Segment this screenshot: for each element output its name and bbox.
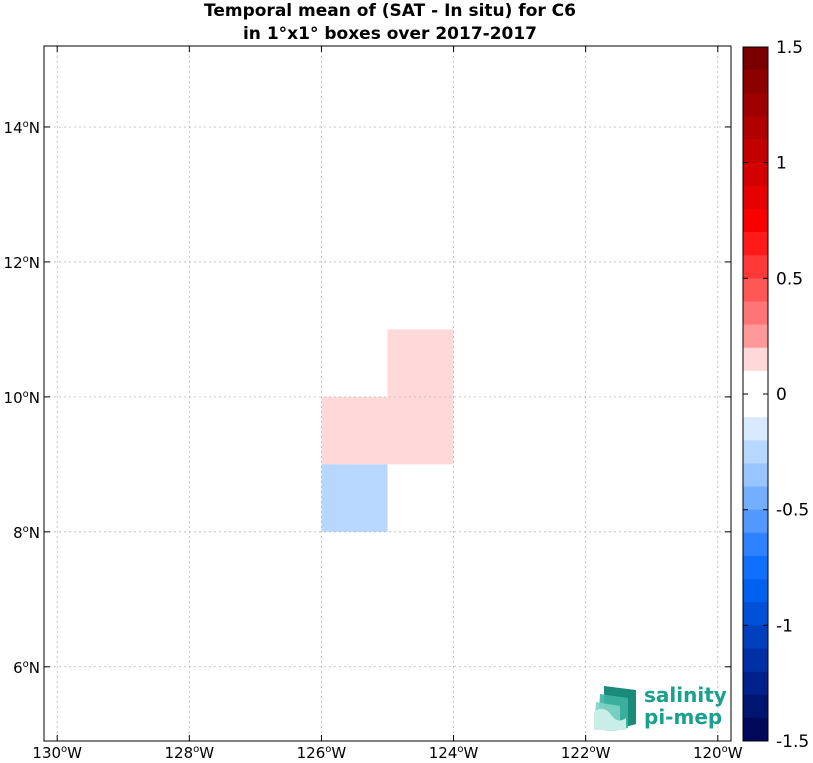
- x-axis-ticks: 130oW 128oW 126oW 124oW 122oW 120oW: [32, 46, 743, 762]
- colorbar-tick-label: 0.5: [776, 269, 803, 289]
- colorbar-segment: [743, 440, 768, 464]
- colorbar-segment: [743, 555, 768, 580]
- logo-waves-icon: [594, 686, 636, 731]
- colorbar-segment: [743, 394, 768, 418]
- colorbar-tick-label: -1.5: [776, 732, 809, 752]
- y-axis-ticks: 6oN 8oN 10oN 12oN 14oN: [4, 119, 731, 677]
- colorbar-segment: [743, 93, 768, 117]
- colorbar-tick-label: -1: [776, 616, 793, 636]
- colorbar-segment: [743, 301, 768, 325]
- colorbar-segment: [743, 139, 768, 163]
- grid-lines: [44, 46, 731, 741]
- colorbar-segment: [743, 185, 768, 210]
- y-tick-label: 6oN: [13, 659, 40, 677]
- x-tick-label: 124oW: [429, 744, 479, 762]
- logo-text-line-2: pi-mep: [644, 705, 722, 729]
- colorbar-segment: [743, 417, 768, 441]
- colorbar-segment: [743, 486, 768, 510]
- colorbar-tick-label: 1: [776, 154, 787, 174]
- colorbar-segment: [743, 509, 768, 534]
- colorbar-segment: [743, 47, 768, 71]
- colorbar-segment: [743, 232, 768, 256]
- data-cell-4: [321, 464, 388, 532]
- y-tick-label: 12oN: [4, 254, 40, 272]
- x-tick-label: 130oW: [32, 744, 82, 762]
- colorbar-segment: [743, 694, 768, 719]
- colorbar-tick-label: 1.5: [776, 38, 803, 58]
- plot-frame: [43, 45, 732, 742]
- x-tick-label: 128oW: [165, 744, 215, 762]
- colorbar-segment: [743, 717, 768, 742]
- colorbar-segment: [743, 347, 768, 372]
- x-tick-label: 122oW: [561, 744, 611, 762]
- data-cell-2: [321, 396, 388, 465]
- x-tick-label: 120oW: [693, 744, 743, 762]
- colorbar-tick-label: 0: [776, 385, 787, 405]
- colorbar-segment: [743, 463, 768, 487]
- salinity-pi-mep-logo: salinity pi-mep: [594, 683, 727, 731]
- chart-title-line-1: Temporal mean of (SAT - In situ) for C6: [204, 1, 576, 21]
- data-cell-3: [387, 396, 454, 465]
- colorbar: 1.5 1 0.5 0 -0.5 -1 -1.5: [742, 38, 809, 752]
- y-tick-label: 14oN: [4, 119, 40, 137]
- colorbar-segment: [743, 162, 768, 187]
- colorbar-segment: [743, 255, 768, 279]
- colorbar-segment: [743, 70, 768, 94]
- y-tick-label: 10oN: [4, 389, 40, 407]
- colorbar-segment: [743, 324, 768, 349]
- colorbar-segment: [743, 648, 768, 672]
- data-cells: [321, 329, 454, 532]
- colorbar-segment: [743, 579, 768, 603]
- colorbar-segment: [743, 671, 768, 696]
- colorbar-segment: [743, 602, 768, 626]
- y-tick-label: 8oN: [13, 524, 40, 542]
- colorbar-segment: [743, 625, 768, 649]
- colorbar-segment: [743, 370, 768, 395]
- logo-text-line-1: salinity: [644, 683, 727, 707]
- data-cell-1: [387, 329, 454, 397]
- colorbar-segment: [743, 208, 768, 233]
- colorbar-segment: [743, 532, 768, 557]
- colorbar-segment: [743, 278, 768, 302]
- x-tick-label: 126oW: [297, 744, 347, 762]
- colorbar-segment: [743, 116, 768, 140]
- chart-title-line-2: in 1°x1° boxes over 2017-2017: [243, 24, 537, 44]
- colorbar-tick-label: -0.5: [776, 501, 809, 521]
